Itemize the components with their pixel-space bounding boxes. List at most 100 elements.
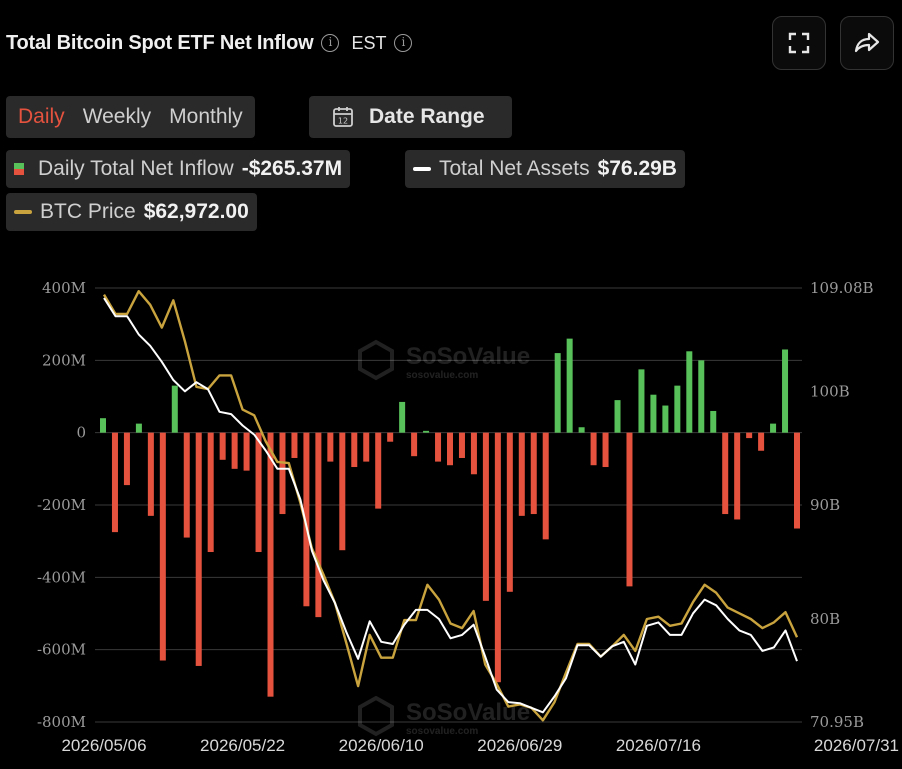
inflow-bar bbox=[662, 405, 669, 433]
legend-price[interactable]: BTC Price $62,972.00 bbox=[6, 193, 257, 231]
x-axis: 2026/05/06 2026/05/22 2026/06/10 2026/06/29… bbox=[61, 736, 899, 755]
chart-title: Total Bitcoin Spot ETF Net Inflow bbox=[6, 31, 314, 54]
inflow-bar bbox=[315, 432, 322, 618]
legend-inflow-label: Daily Total Net Inflow bbox=[38, 157, 234, 180]
left-tick-label: 0 bbox=[76, 424, 86, 442]
inflow-bar bbox=[447, 432, 453, 466]
left-tick-label: -400M bbox=[37, 568, 86, 586]
period-selector: Daily Weekly Monthly bbox=[6, 96, 255, 138]
inflow-bar bbox=[291, 432, 298, 458]
legend-assets[interactable]: Total Net Assets $76.29B bbox=[405, 150, 685, 188]
inflow-bar bbox=[530, 432, 537, 515]
inflow-bar bbox=[542, 432, 549, 540]
watermark-bottom: SoSoValue sosovalue.com bbox=[358, 695, 530, 737]
inflow-bar bbox=[123, 432, 130, 486]
inflow-bar bbox=[590, 432, 597, 466]
inflow-bar bbox=[111, 432, 118, 533]
inflow-bar bbox=[638, 369, 645, 433]
watermark-top-name: SoSoValue bbox=[406, 343, 530, 370]
left-tick-label: -200M bbox=[37, 496, 86, 514]
inflow-bar bbox=[518, 432, 525, 516]
inflow-bar bbox=[159, 432, 166, 661]
inflow-bar bbox=[147, 432, 154, 516]
inflow-bar bbox=[231, 432, 238, 469]
inflow-bar bbox=[554, 353, 561, 433]
net-assets-line bbox=[103, 297, 798, 714]
tab-weekly[interactable]: Weekly bbox=[82, 105, 152, 128]
date-range-label: Date Range bbox=[369, 105, 485, 128]
fullscreen-button[interactable] bbox=[772, 16, 826, 70]
right-tick-label: 80B bbox=[810, 610, 840, 628]
date-range-button[interactable]: 12 Date Range bbox=[309, 96, 512, 138]
right-axis: 109.08B 100B 90B 80B 70.95B bbox=[810, 279, 874, 731]
legend-assets-value: $76.29B bbox=[597, 157, 677, 180]
legend-assets-label: Total Net Assets bbox=[439, 157, 590, 180]
left-tick-label: -800M bbox=[37, 713, 86, 731]
inflow-bar bbox=[506, 432, 513, 592]
left-tick-label: 400M bbox=[42, 279, 86, 297]
inflow-bar bbox=[794, 432, 800, 529]
inflow-bar bbox=[722, 432, 729, 515]
left-axis: 400M 200M 0 -200M -400M -600M -800M bbox=[37, 279, 86, 731]
inflow-bar bbox=[423, 430, 430, 433]
inflow-bar bbox=[351, 432, 358, 468]
right-tick-label: 90B bbox=[810, 496, 840, 514]
inflow-bar bbox=[494, 432, 501, 683]
inflow-bar bbox=[135, 423, 142, 433]
timezone-label: EST bbox=[351, 32, 387, 53]
inflow-bar bbox=[195, 432, 202, 666]
inflow-swatch bbox=[14, 163, 24, 175]
legend-inflow[interactable]: Daily Total Net Inflow -$265.37M bbox=[6, 150, 351, 188]
inflow-bar bbox=[710, 410, 717, 433]
inflow-bar bbox=[411, 432, 418, 457]
inflow-bar bbox=[686, 351, 693, 433]
inflow-bar bbox=[566, 338, 573, 433]
timezone-info-icon[interactable]: i bbox=[394, 34, 413, 52]
inflow-bar bbox=[183, 432, 190, 538]
legend-price-value: $62,972.00 bbox=[143, 200, 249, 223]
inflow-bar bbox=[578, 427, 585, 433]
inflow-bar bbox=[255, 432, 262, 553]
inflow-bar bbox=[470, 432, 477, 475]
inflow-bar bbox=[303, 432, 310, 607]
legend-inflow-value: -$265.37M bbox=[241, 157, 343, 180]
calendar-icon: 12 bbox=[333, 107, 353, 127]
inflow-bar bbox=[650, 394, 657, 433]
tab-daily[interactable]: Daily bbox=[18, 105, 65, 128]
svg-text:12: 12 bbox=[338, 117, 348, 126]
inflow-bar bbox=[770, 423, 777, 433]
inflow-bar bbox=[279, 432, 286, 515]
inflow-bar bbox=[674, 385, 681, 433]
x-tick-label: 2026/06/29 bbox=[477, 736, 562, 755]
inflow-bar bbox=[100, 418, 106, 433]
chart-header: Total Bitcoin Spot ETF Net Inflow i EST … bbox=[6, 28, 413, 58]
inflow-bar bbox=[267, 432, 274, 697]
x-tick-label: 2026/05/06 bbox=[61, 736, 146, 755]
watermark-top-url: sosovalue.com bbox=[406, 370, 478, 381]
watermark-bottom-url: sosovalue.com bbox=[406, 726, 478, 737]
inflow-bar bbox=[782, 349, 789, 433]
chart-grid bbox=[95, 287, 802, 723]
x-tick-label: 2026/07/31 bbox=[814, 736, 899, 755]
right-tick-label: 109.08B bbox=[810, 279, 874, 297]
title-info-icon[interactable]: i bbox=[321, 34, 340, 52]
legend-price-label: BTC Price bbox=[40, 200, 136, 223]
tab-monthly[interactable]: Monthly bbox=[169, 105, 243, 128]
inflow-bar bbox=[458, 432, 465, 458]
watermarks: SoSoValue sosovalue.com SoSoValue sosova… bbox=[358, 339, 530, 737]
share-button[interactable] bbox=[840, 16, 894, 70]
inflow-chart: SoSoValue sosovalue.com SoSoValue sosova… bbox=[37, 279, 899, 755]
inflow-bar bbox=[758, 432, 765, 451]
left-tick-label: 200M bbox=[42, 351, 86, 369]
inflow-bar bbox=[482, 432, 489, 601]
price-swatch bbox=[14, 210, 32, 214]
inflow-bar bbox=[207, 432, 214, 553]
inflow-bar bbox=[626, 432, 633, 587]
inflow-bar bbox=[734, 432, 741, 520]
inflow-bar bbox=[399, 401, 406, 433]
left-tick-label: -600M bbox=[37, 641, 86, 659]
watermark-bottom-name: SoSoValue bbox=[406, 699, 530, 726]
inflow-bar bbox=[243, 432, 250, 471]
inflow-bar bbox=[339, 432, 346, 551]
right-tick-label: 100B bbox=[810, 382, 850, 400]
